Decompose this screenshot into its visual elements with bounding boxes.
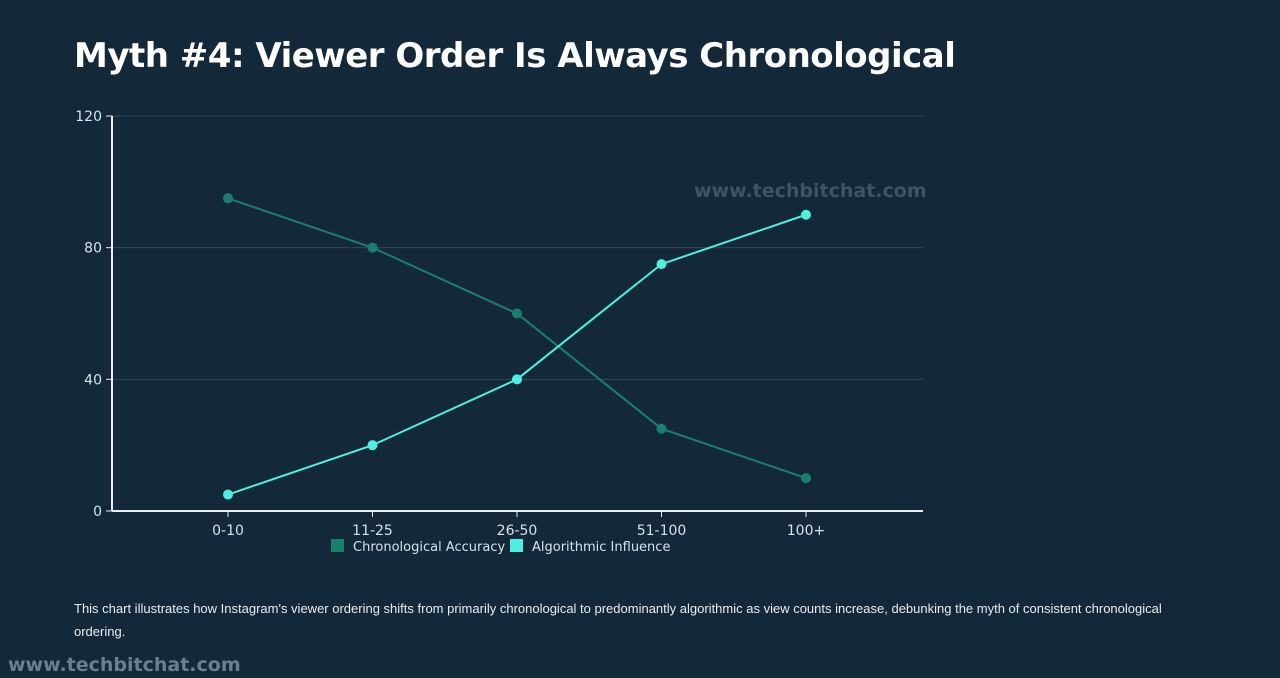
chart-watermark: www.techbitchat.com [694, 180, 927, 202]
series-lines [227, 197, 807, 496]
legend-label-chronological-accuracy: Chronological Accuracy [353, 540, 505, 555]
y-tick-label: 0 [93, 504, 102, 520]
y-tick-label: 80 [84, 241, 102, 257]
series-line-algorithmic-influence [227, 213, 807, 496]
line-chart: www.techbitchat.com 0 40 80 120 0-10 11-25 26… [75, 109, 927, 555]
legend-swatch-algorithmic-influence [510, 539, 523, 552]
footer-watermark: www.techbitchat.com [8, 654, 241, 676]
x-tick-label: 0-10 [212, 523, 244, 539]
x-tick-label: 11-25 [352, 523, 393, 539]
data-point-algorithmic-influence [512, 374, 522, 385]
chart-caption: This chart illustrates how Instagram's v… [74, 601, 1162, 639]
grid-lines [112, 115, 923, 380]
series-line-chronological-accuracy [227, 197, 807, 480]
data-point-chronological-accuracy [367, 242, 378, 253]
x-tick-label: 51-100 [637, 523, 687, 539]
data-point-chronological-accuracy [223, 193, 233, 204]
y-tick-label: 120 [75, 109, 102, 125]
data-point-algorithmic-influence [801, 209, 811, 220]
data-point-chronological-accuracy [512, 308, 522, 319]
legend: Chronological Accuracy Algorithmic Influe… [331, 539, 670, 555]
legend-label-algorithmic-influence: Algorithmic Influence [532, 540, 670, 555]
x-tick-label: 100+ [787, 523, 825, 539]
data-points [223, 193, 811, 500]
data-point-chronological-accuracy [801, 473, 811, 484]
legend-swatch-chronological-accuracy [331, 539, 344, 552]
data-point-algorithmic-influence [223, 489, 233, 500]
x-tick-label: 26-50 [497, 523, 538, 539]
y-tick-label: 40 [84, 372, 102, 388]
y-axis-ticks: 0 40 80 120 [75, 109, 112, 520]
data-point-chronological-accuracy [656, 423, 667, 434]
data-point-algorithmic-influence [367, 440, 378, 451]
x-axis-ticks: 0-10 11-25 26-50 51-100 100+ [212, 511, 825, 539]
data-point-algorithmic-influence [656, 259, 667, 270]
page-title: Myth #4: Viewer Order Is Always Chronolo… [74, 36, 956, 76]
